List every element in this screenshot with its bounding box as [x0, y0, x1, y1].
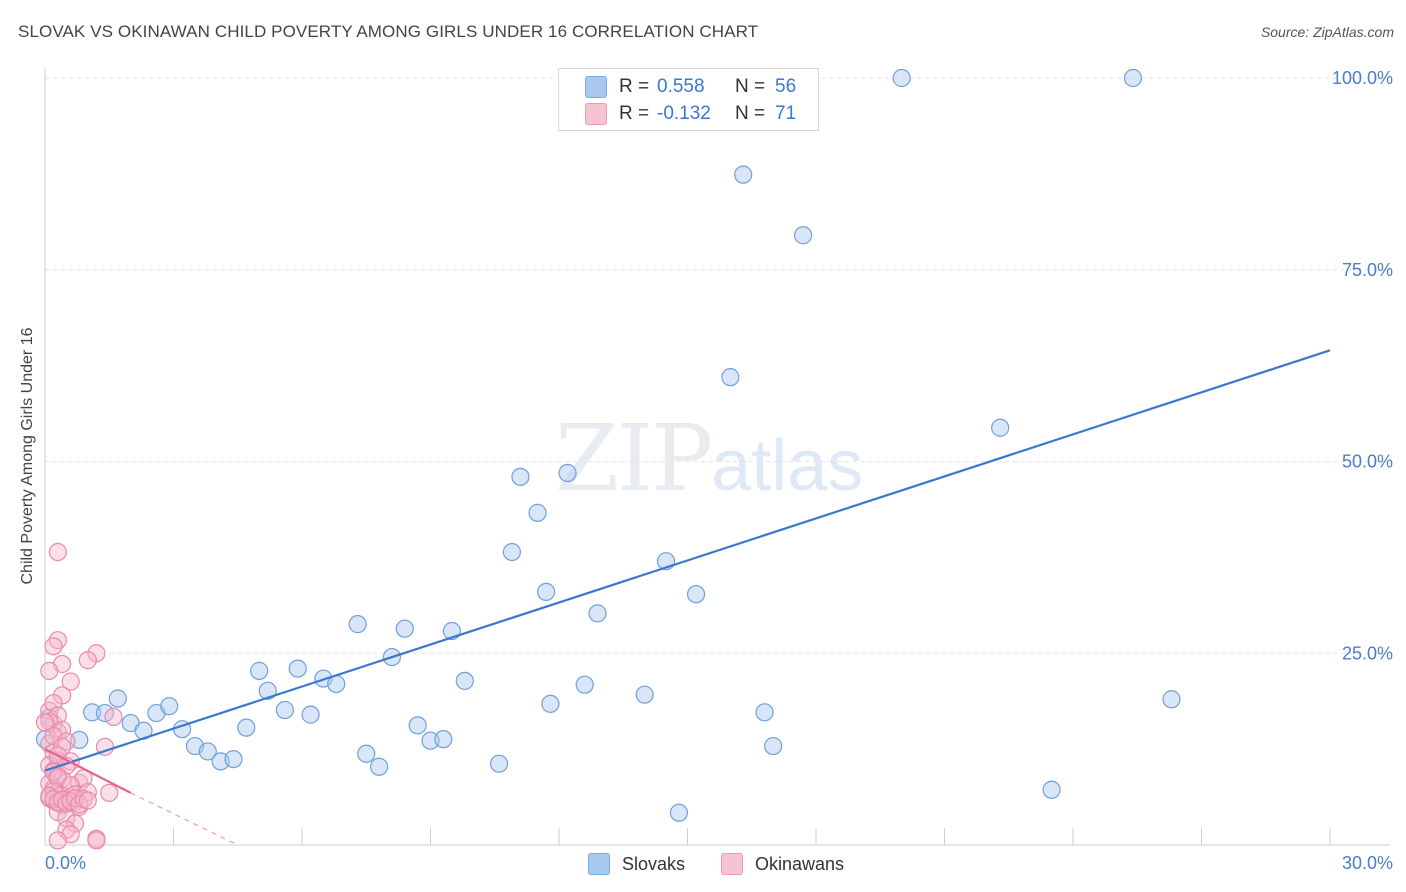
x-tick-label: 0.0% [45, 853, 86, 873]
bottom-legend-okinawans: Okinawans [721, 852, 844, 876]
okinawan-point [44, 637, 63, 656]
slovak-point [301, 705, 320, 724]
slovak-point [721, 368, 740, 387]
grid-lines [45, 77, 1390, 654]
slovak-point [83, 703, 102, 722]
slovak-point [669, 803, 689, 822]
slovak-point [455, 671, 474, 690]
bottom-legend-swatch-okinawans [721, 853, 743, 875]
correlation-legend: R = 0.558 N = 56 R = -0.132 N = 71 [558, 68, 819, 131]
x-tick-label: 30.0% [1342, 853, 1393, 873]
slovak-point [1123, 68, 1143, 88]
legend-n-label: N = [735, 76, 766, 97]
okinawan-point [48, 542, 67, 562]
slovak-point [892, 68, 911, 88]
slovak-point [408, 716, 427, 735]
okinawan-point [95, 737, 115, 756]
slovak-point [434, 730, 453, 749]
slovak-point [541, 694, 560, 713]
legend-swatch-okinawans [585, 103, 607, 125]
okinawan-point [78, 651, 97, 670]
slovak-point [794, 226, 813, 245]
tick-labels: 25.0% 50.0% 75.0% 100.0% 0.0% 30.0% [45, 68, 1393, 873]
okinawan-point [61, 672, 80, 691]
okinawan-point [35, 713, 55, 732]
slovak-point [764, 736, 783, 756]
legend-r-value: 0.558 [657, 76, 705, 97]
slovaks-trend-line [44, 349, 1331, 772]
slovak-point [502, 542, 521, 562]
legend-row-slovaks: R = 0.558 N = 56 [585, 74, 796, 100]
slovaks-points [35, 68, 1181, 822]
y-tick-label: 50.0% [1342, 452, 1393, 472]
y-tick-label: 75.0% [1342, 260, 1393, 280]
okinawan-point [78, 791, 97, 810]
slovak-point [370, 757, 389, 776]
slovak-point [489, 754, 509, 773]
okinawan-point [100, 783, 119, 802]
bottom-legend-label-okinawans: Okinawans [755, 853, 845, 874]
slovak-point [558, 463, 577, 483]
slovak-point [224, 749, 243, 769]
slovak-point [395, 619, 414, 638]
y-tick-label: 25.0% [1342, 643, 1393, 663]
trend-lines [44, 349, 1331, 846]
okinawan-point [53, 737, 72, 756]
slovak-point [991, 418, 1010, 437]
slovak-point [250, 661, 269, 680]
slovak-point [288, 659, 307, 678]
slovak-point [575, 675, 594, 694]
watermark-atlas: atlas [711, 426, 864, 506]
slovak-point [511, 467, 530, 486]
okinawan-point [87, 831, 106, 850]
slovak-point [635, 685, 654, 704]
slovak-point [160, 697, 179, 716]
okinawans-trend-line [44, 748, 132, 794]
source-label: Source: ZipAtlas.com [1260, 24, 1394, 40]
legend-n-value: 56 [775, 76, 797, 97]
slovak-point [686, 585, 706, 604]
watermark-zip: ZIP [555, 405, 713, 512]
legend-r-label: R = [619, 103, 650, 124]
chart-title: SLOVAK VS OKINAWAN CHILD POVERTY AMONG G… [18, 22, 759, 41]
watermark: ZIPatlas [555, 405, 863, 512]
slovak-point [198, 742, 217, 761]
slovak-point [734, 165, 753, 184]
okinawan-point [104, 707, 123, 727]
y-tick-label: 100.0% [1332, 68, 1393, 88]
slovak-point [528, 503, 547, 522]
slovak-point [275, 700, 294, 720]
slovak-point [237, 718, 256, 737]
legend-n-value: 71 [775, 103, 797, 124]
slovak-point [95, 703, 115, 723]
okinawans-trend-extension [130, 792, 239, 846]
slovak-point [357, 744, 376, 763]
bottom-legend-swatch-slovaks [588, 853, 610, 875]
legend-swatch-slovaks [585, 76, 607, 98]
slovak-point [1162, 690, 1181, 709]
bottom-legend-label-slovaks: Slovaks [622, 853, 686, 874]
slovak-point [258, 681, 277, 700]
slovak-point [755, 703, 774, 722]
okinawan-point [48, 831, 67, 850]
slovak-point [108, 689, 127, 708]
bottom-legend-slovaks: Slovaks [588, 852, 685, 876]
slovak-point [348, 615, 367, 634]
legend-n-label: N = [735, 103, 766, 124]
legend-r-label: R = [619, 76, 650, 97]
legend-r-value: -0.132 [657, 103, 711, 124]
okinawan-point [40, 661, 59, 680]
axes [44, 68, 1390, 846]
slovak-point [588, 604, 607, 623]
legend-row-okinawans: R = -0.132 N = 71 [585, 101, 796, 127]
slovak-point [1042, 780, 1061, 799]
slovak-point [537, 582, 556, 601]
